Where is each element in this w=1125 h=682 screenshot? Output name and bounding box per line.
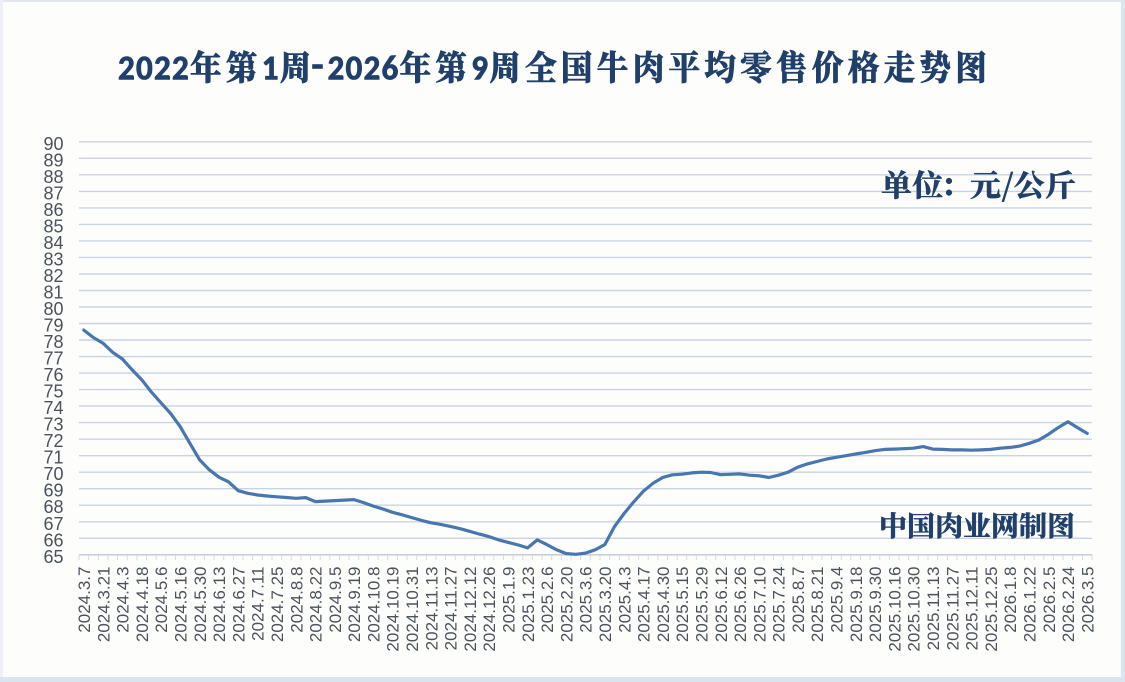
svg-text:2024.5.16: 2024.5.16 — [172, 567, 191, 643]
svg-text:76: 76 — [43, 365, 63, 385]
svg-text:2025.1.9: 2025.1.9 — [500, 567, 519, 633]
svg-text:2025.6.26: 2025.6.26 — [731, 567, 750, 643]
svg-text:2025.3.20: 2025.3.20 — [596, 567, 615, 643]
svg-text:82: 82 — [43, 266, 63, 286]
svg-text:2025.11.13: 2025.11.13 — [924, 567, 943, 651]
svg-text:2024.3.21: 2024.3.21 — [94, 567, 113, 643]
svg-text:2024.10.8: 2024.10.8 — [365, 567, 384, 643]
svg-text:89: 89 — [43, 150, 63, 170]
svg-text:74: 74 — [43, 398, 63, 418]
svg-text:2025.12.11: 2025.12.11 — [963, 567, 982, 651]
svg-text:2026.3.5: 2026.3.5 — [1078, 567, 1097, 633]
svg-text:2024.4.18: 2024.4.18 — [133, 567, 152, 643]
svg-text:2026.2.24: 2026.2.24 — [1059, 567, 1078, 643]
svg-text:2024.5.30: 2024.5.30 — [191, 567, 210, 643]
svg-text:83: 83 — [43, 249, 63, 269]
svg-text:86: 86 — [43, 200, 63, 220]
svg-text:2025.7.10: 2025.7.10 — [750, 567, 769, 643]
svg-text:79: 79 — [43, 316, 63, 336]
svg-text:2024.7.25: 2024.7.25 — [268, 567, 287, 643]
svg-text:2024.9.19: 2024.9.19 — [345, 567, 364, 643]
svg-text:65: 65 — [43, 547, 63, 567]
svg-text:2025.11.27: 2025.11.27 — [943, 567, 962, 651]
svg-text:2024.6.27: 2024.6.27 — [229, 567, 248, 643]
svg-text:2025.2.20: 2025.2.20 — [557, 567, 576, 643]
svg-text:2024.4.3: 2024.4.3 — [114, 567, 133, 633]
svg-text:2025.4.30: 2025.4.30 — [654, 567, 673, 643]
svg-text:73: 73 — [43, 415, 63, 435]
svg-text:2024.8.22: 2024.8.22 — [307, 567, 326, 643]
svg-text:2025.5.15: 2025.5.15 — [673, 567, 692, 643]
svg-text:2024.10.19: 2024.10.19 — [384, 567, 403, 652]
svg-text:2024.9.5: 2024.9.5 — [326, 567, 345, 633]
svg-text:2026.1.22: 2026.1.22 — [1021, 567, 1040, 643]
svg-text:2024.3.7: 2024.3.7 — [75, 567, 94, 633]
svg-text:2025.10.30: 2025.10.30 — [905, 567, 924, 652]
svg-text:78: 78 — [43, 332, 63, 352]
svg-text:68: 68 — [43, 497, 63, 517]
svg-text:87: 87 — [43, 183, 63, 203]
svg-text:2024.5.6: 2024.5.6 — [152, 567, 171, 633]
svg-text:2026.2.5: 2026.2.5 — [1040, 567, 1059, 633]
svg-text:2025.3.6: 2025.3.6 — [577, 567, 596, 633]
svg-text:77: 77 — [43, 349, 63, 369]
svg-text:2025.4.17: 2025.4.17 — [635, 567, 654, 643]
svg-text:2025.4.3: 2025.4.3 — [615, 567, 634, 633]
svg-text:2024.12.12: 2024.12.12 — [461, 567, 480, 652]
svg-text:72: 72 — [43, 431, 63, 451]
svg-text:2025.8.21: 2025.8.21 — [808, 567, 827, 643]
svg-text:2026.1.8: 2026.1.8 — [1001, 567, 1020, 633]
svg-text:69: 69 — [43, 481, 63, 501]
svg-text:2025.9.18: 2025.9.18 — [847, 567, 866, 643]
svg-text:81: 81 — [43, 283, 63, 303]
svg-text:2024.6.13: 2024.6.13 — [210, 567, 229, 643]
svg-text:2025.2.6: 2025.2.6 — [538, 567, 557, 633]
svg-text:2024.12.26: 2024.12.26 — [480, 567, 499, 652]
svg-text:2025.5.29: 2025.5.29 — [693, 567, 712, 643]
svg-text:85: 85 — [43, 216, 63, 236]
svg-text:75: 75 — [43, 382, 63, 402]
svg-text:2024.11.13: 2024.11.13 — [422, 567, 441, 651]
svg-text:71: 71 — [43, 448, 63, 468]
svg-text:2025.12.25: 2025.12.25 — [982, 567, 1001, 652]
svg-text:2024.7.11: 2024.7.11 — [249, 567, 268, 641]
svg-text:84: 84 — [43, 233, 63, 253]
svg-text:2024.10.31: 2024.10.31 — [403, 567, 422, 652]
svg-text:2025.9.30: 2025.9.30 — [866, 567, 885, 643]
svg-text:2025.8.7: 2025.8.7 — [789, 567, 808, 633]
svg-text:2025.6.12: 2025.6.12 — [712, 567, 731, 643]
svg-text:80: 80 — [43, 299, 63, 319]
svg-text:88: 88 — [43, 167, 63, 187]
svg-text:2024.8.8: 2024.8.8 — [287, 567, 306, 633]
svg-text:70: 70 — [43, 464, 63, 484]
svg-text:2025.7.24: 2025.7.24 — [770, 567, 789, 643]
svg-text:67: 67 — [43, 514, 63, 534]
svg-text:66: 66 — [43, 530, 63, 550]
svg-text:2025.1.23: 2025.1.23 — [519, 567, 538, 643]
svg-text:2025.9.4: 2025.9.4 — [828, 567, 847, 633]
svg-text:2024.11.27: 2024.11.27 — [442, 567, 461, 651]
svg-text:2025.10.16: 2025.10.16 — [885, 567, 904, 652]
svg-text:90: 90 — [43, 134, 63, 154]
